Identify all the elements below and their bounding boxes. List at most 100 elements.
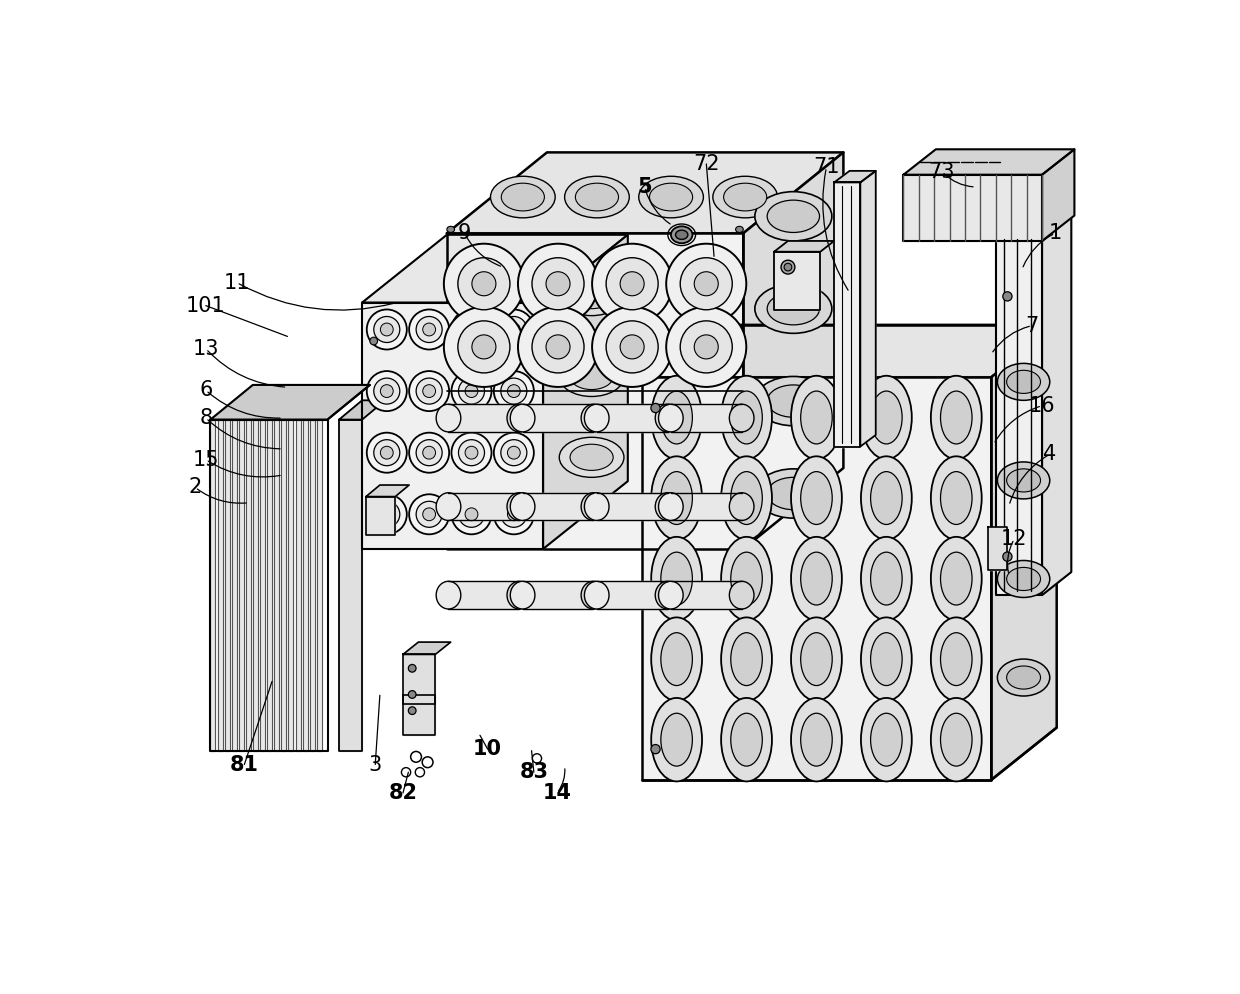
Text: 3: 3 xyxy=(368,754,382,774)
Ellipse shape xyxy=(861,376,911,459)
Polygon shape xyxy=(232,419,237,750)
Ellipse shape xyxy=(511,405,534,432)
Text: 82: 82 xyxy=(388,783,418,803)
Ellipse shape xyxy=(584,493,609,521)
Ellipse shape xyxy=(722,376,773,459)
Polygon shape xyxy=(366,497,396,535)
FancyArrowPatch shape xyxy=(239,284,394,310)
Ellipse shape xyxy=(507,446,521,459)
Ellipse shape xyxy=(606,257,658,310)
Polygon shape xyxy=(641,325,1056,378)
Ellipse shape xyxy=(658,405,683,432)
Polygon shape xyxy=(211,419,216,750)
Text: 13: 13 xyxy=(192,339,219,359)
Polygon shape xyxy=(281,385,329,419)
Polygon shape xyxy=(224,385,272,419)
Text: 83: 83 xyxy=(520,762,548,782)
Ellipse shape xyxy=(666,307,746,387)
Ellipse shape xyxy=(494,494,534,535)
Ellipse shape xyxy=(507,493,532,521)
Polygon shape xyxy=(310,419,315,750)
FancyArrowPatch shape xyxy=(646,190,670,224)
Polygon shape xyxy=(596,405,667,432)
Ellipse shape xyxy=(575,183,619,211)
Polygon shape xyxy=(835,171,875,183)
FancyArrowPatch shape xyxy=(1009,455,1048,503)
Ellipse shape xyxy=(931,617,982,701)
Polygon shape xyxy=(835,183,861,446)
Ellipse shape xyxy=(367,309,407,350)
Ellipse shape xyxy=(423,385,435,398)
Ellipse shape xyxy=(465,385,477,398)
Polygon shape xyxy=(904,175,1042,241)
Ellipse shape xyxy=(676,231,688,240)
Polygon shape xyxy=(289,385,336,419)
Text: 2: 2 xyxy=(188,477,202,497)
Ellipse shape xyxy=(651,745,660,753)
Ellipse shape xyxy=(722,698,773,781)
Ellipse shape xyxy=(801,391,832,444)
Text: 1: 1 xyxy=(1049,224,1061,244)
Ellipse shape xyxy=(584,405,609,432)
Polygon shape xyxy=(303,419,308,750)
Ellipse shape xyxy=(458,257,510,310)
FancyArrowPatch shape xyxy=(994,407,1039,441)
Polygon shape xyxy=(274,419,279,750)
Ellipse shape xyxy=(997,561,1050,597)
Ellipse shape xyxy=(694,335,718,359)
Ellipse shape xyxy=(436,493,461,521)
Ellipse shape xyxy=(791,537,842,620)
Ellipse shape xyxy=(768,200,820,233)
Polygon shape xyxy=(295,385,343,419)
Ellipse shape xyxy=(409,494,449,535)
Ellipse shape xyxy=(591,307,672,387)
Ellipse shape xyxy=(582,405,606,432)
Text: 7: 7 xyxy=(1025,316,1039,336)
Ellipse shape xyxy=(491,176,556,218)
FancyArrowPatch shape xyxy=(1023,235,1053,266)
Ellipse shape xyxy=(559,357,624,397)
Ellipse shape xyxy=(451,371,491,412)
Ellipse shape xyxy=(861,698,911,781)
Text: 71: 71 xyxy=(813,157,839,177)
Polygon shape xyxy=(671,581,742,609)
Polygon shape xyxy=(239,385,286,419)
Ellipse shape xyxy=(518,244,598,324)
Ellipse shape xyxy=(501,183,544,211)
Ellipse shape xyxy=(1003,292,1012,301)
FancyArrowPatch shape xyxy=(466,236,501,266)
Ellipse shape xyxy=(584,581,609,609)
Polygon shape xyxy=(641,378,991,780)
Ellipse shape xyxy=(658,581,683,609)
FancyArrowPatch shape xyxy=(993,326,1029,352)
Ellipse shape xyxy=(446,227,455,233)
Ellipse shape xyxy=(373,378,399,405)
Ellipse shape xyxy=(861,617,911,701)
Polygon shape xyxy=(449,493,520,521)
Polygon shape xyxy=(211,385,370,419)
Ellipse shape xyxy=(870,391,903,444)
Ellipse shape xyxy=(729,405,754,432)
Ellipse shape xyxy=(791,376,842,459)
Ellipse shape xyxy=(436,405,461,432)
Text: 8: 8 xyxy=(200,409,212,428)
Ellipse shape xyxy=(681,257,733,310)
Ellipse shape xyxy=(1007,371,1040,394)
Polygon shape xyxy=(274,385,321,419)
Ellipse shape xyxy=(870,552,903,605)
Polygon shape xyxy=(267,385,315,419)
Ellipse shape xyxy=(639,176,703,218)
Polygon shape xyxy=(403,695,435,736)
Ellipse shape xyxy=(931,376,982,459)
Ellipse shape xyxy=(997,659,1050,696)
Ellipse shape xyxy=(722,456,773,540)
Ellipse shape xyxy=(620,271,644,296)
Ellipse shape xyxy=(472,271,496,296)
FancyArrowPatch shape xyxy=(197,489,247,503)
Ellipse shape xyxy=(417,378,443,405)
Polygon shape xyxy=(449,405,520,432)
Ellipse shape xyxy=(722,617,773,701)
Ellipse shape xyxy=(501,378,527,405)
FancyArrowPatch shape xyxy=(208,461,280,477)
Text: 10: 10 xyxy=(474,740,502,759)
